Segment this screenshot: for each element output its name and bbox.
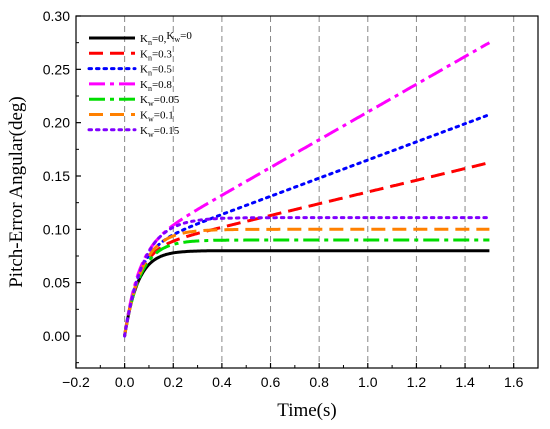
x-tick-label: 1.6 [504,374,524,390]
series-line-5 [123,227,490,337]
x-tick-label: 1.4 [455,374,475,390]
x-tick-label: 1.0 [358,374,378,390]
y-tick-label: 0.20 [43,115,70,131]
y-tick-label: 0.10 [43,221,70,237]
plot-frame [75,15,539,369]
legend: Kn=0,Kw=0Kn=0.3 Kn=0.5Kn=0.8Kw=0.05 Kw=0.1… [87,30,192,139]
x-tick-label: 0.6 [261,374,281,390]
series-line-2 [123,113,491,338]
series-line-4 [123,238,490,337]
y-tick-label: 0.30 [43,8,70,24]
series-line-3 [123,41,491,337]
axis-ticks: −0.2 0.0 0.2 0.4 0.6 0.8 1.0 1.2 1.4 1.6 0.00 0.05 0… [43,8,539,390]
y-tick-label: 0.05 [43,275,70,291]
legend-label-6: Kw=0.15 [140,125,180,139]
legend-label-3: Kn=0.8 [140,79,172,93]
x-tick-label: 0.0 [115,374,135,390]
x-tick-label: −0.2 [62,374,90,390]
x-tick-label: 0.8 [309,374,329,390]
legend-label-2: Kn=0.5 [140,64,172,78]
y-axis-title: Pitch-Error Angular(deg) [6,96,27,288]
legend-label-4: Kw=0.05 [140,94,180,108]
legend-label-5: Kw=0.1 [140,110,174,124]
y-tick-label: 0.00 [43,328,70,344]
series-line-6 [123,216,491,338]
x-axis-title: Time(s) [277,400,336,421]
x-tick-label: 0.4 [212,374,232,390]
y-tick-label: 0.15 [43,168,70,184]
series-line-0 [123,249,490,337]
legend-label-1: Kn=0.3 [140,48,172,62]
gridlines [124,16,515,368]
series-lines [123,41,491,338]
legend-label-0: Kn=0,Kw=0 [140,30,192,47]
x-tick-label: 1.2 [407,374,427,390]
x-tick-label: 0.2 [164,374,184,390]
y-tick-label: 0.25 [43,61,70,77]
